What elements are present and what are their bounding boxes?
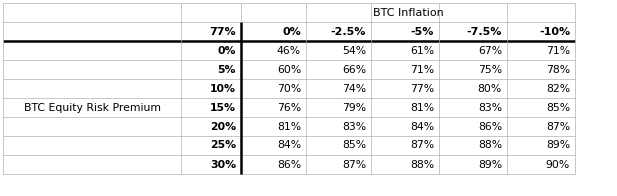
Text: 89%: 89%	[478, 160, 502, 170]
Text: 5%: 5%	[218, 64, 236, 74]
Text: 85%: 85%	[546, 103, 570, 113]
Text: 25%: 25%	[210, 141, 236, 151]
Text: 77%: 77%	[209, 26, 236, 36]
Text: 81%: 81%	[277, 122, 301, 132]
Text: 84%: 84%	[277, 141, 301, 151]
Text: 90%: 90%	[546, 160, 570, 170]
Text: 81%: 81%	[410, 103, 434, 113]
Text: 46%: 46%	[277, 45, 301, 55]
Text: 54%: 54%	[342, 45, 366, 55]
Text: -2.5%: -2.5%	[331, 26, 366, 36]
Text: BTC Equity Risk Premium: BTC Equity Risk Premium	[23, 103, 160, 113]
Text: 60%: 60%	[277, 64, 301, 74]
Text: 83%: 83%	[342, 122, 366, 132]
Text: 84%: 84%	[410, 122, 434, 132]
Text: 67%: 67%	[478, 45, 502, 55]
Text: 61%: 61%	[410, 45, 434, 55]
Text: 85%: 85%	[342, 141, 366, 151]
Text: 82%: 82%	[546, 83, 570, 93]
Text: 70%: 70%	[277, 83, 301, 93]
Text: 83%: 83%	[478, 103, 502, 113]
Text: 0%: 0%	[218, 45, 236, 55]
Text: 75%: 75%	[478, 64, 502, 74]
Text: 0%: 0%	[282, 26, 301, 36]
Text: 86%: 86%	[478, 122, 502, 132]
Text: 76%: 76%	[277, 103, 301, 113]
Text: 89%: 89%	[546, 141, 570, 151]
Text: 87%: 87%	[410, 141, 434, 151]
Text: 15%: 15%	[210, 103, 236, 113]
Text: 87%: 87%	[342, 160, 366, 170]
Text: 79%: 79%	[342, 103, 366, 113]
Text: 66%: 66%	[342, 64, 366, 74]
Text: 30%: 30%	[210, 160, 236, 170]
Text: 74%: 74%	[342, 83, 366, 93]
Text: 88%: 88%	[478, 141, 502, 151]
Text: 20%: 20%	[210, 122, 236, 132]
Text: 86%: 86%	[277, 160, 301, 170]
Text: -7.5%: -7.5%	[466, 26, 502, 36]
Text: -10%: -10%	[539, 26, 570, 36]
Text: 78%: 78%	[546, 64, 570, 74]
Text: 71%: 71%	[410, 64, 434, 74]
Text: 77%: 77%	[410, 83, 434, 93]
Text: BTC Inflation: BTC Inflation	[373, 7, 444, 17]
Text: 87%: 87%	[546, 122, 570, 132]
Text: 71%: 71%	[546, 45, 570, 55]
Text: 88%: 88%	[410, 160, 434, 170]
Text: 10%: 10%	[210, 83, 236, 93]
Text: -5%: -5%	[411, 26, 434, 36]
Text: 80%: 80%	[478, 83, 502, 93]
